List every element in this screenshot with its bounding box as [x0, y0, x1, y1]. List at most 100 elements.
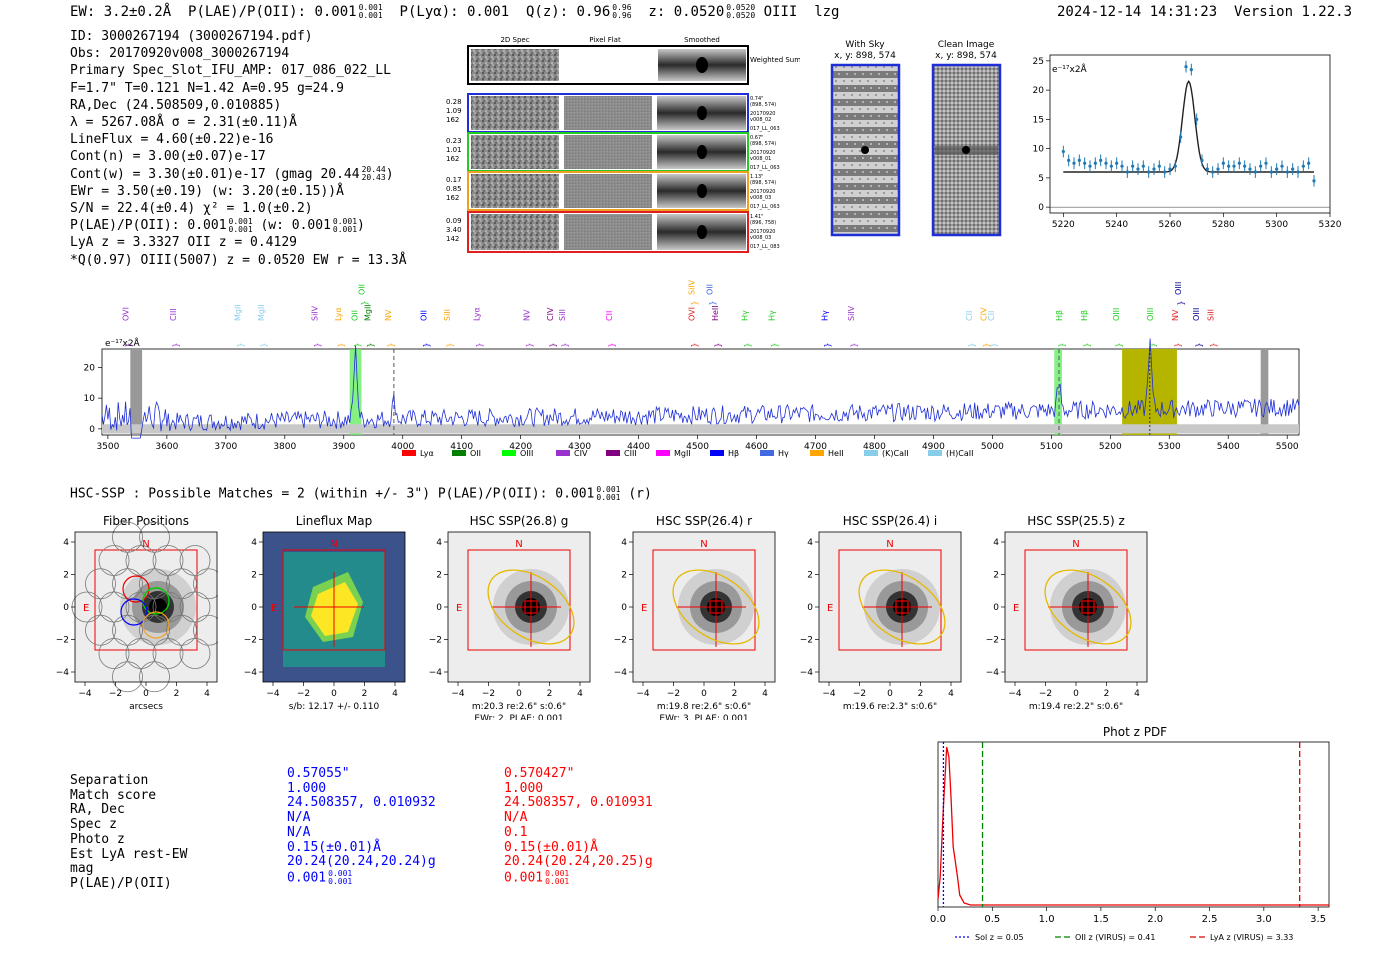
fiber-circle — [139, 661, 170, 693]
data-point — [1104, 161, 1108, 165]
center-square — [895, 600, 909, 614]
y-tick-label: −4 — [800, 668, 814, 678]
east-label: E — [271, 603, 277, 614]
aperture-box — [652, 549, 756, 651]
legend-label: (K)CaII — [882, 449, 909, 458]
north-label: N — [330, 539, 337, 550]
y-tick-label: 10 — [84, 394, 96, 404]
match-label: RA, Dec — [70, 802, 125, 818]
x-tick-label: 0 — [143, 689, 149, 699]
y-tick-label: 5 — [1038, 174, 1044, 184]
legend-swatch — [928, 450, 942, 456]
x-tick-label: 3500 — [96, 442, 119, 452]
line-label-bracket: { — [1083, 342, 1092, 347]
oiii-band — [1122, 349, 1177, 435]
x-tick-label: 4 — [948, 689, 954, 699]
fiber-circle — [125, 591, 157, 623]
y-tick-label: 0 — [621, 603, 627, 613]
data-point — [1291, 167, 1295, 171]
line-label: OII — [350, 310, 359, 321]
header-qz: Q(z): 0.96 — [525, 4, 611, 20]
y-tick-label: −2 — [614, 636, 627, 646]
line-label: SiII — [558, 309, 567, 321]
data-point — [1141, 164, 1145, 168]
x-tick-label: 0 — [887, 689, 893, 699]
x-tick-label: 0.5 — [984, 914, 1000, 925]
line-label: OIII — [1192, 308, 1201, 321]
fiber-circle — [139, 521, 170, 553]
x-tick-label: 0 — [331, 689, 337, 699]
data-point — [1195, 117, 1199, 121]
line-label-bracket: { — [549, 342, 558, 347]
legend-label: OII z (VIRUS) = 0.41 — [1075, 933, 1155, 942]
panel-title: HSC SSP(25.5) z — [1027, 514, 1125, 528]
line-label-bracket: { — [125, 342, 134, 347]
x-tick-label: 5260 — [1159, 220, 1182, 230]
x-tick-label: −2 — [109, 689, 122, 699]
fiber-circle — [125, 638, 157, 669]
fit-axes-frame — [1049, 54, 1331, 214]
svg-text:20170920: 20170920 — [750, 189, 775, 195]
y-tick-label: 0 — [993, 603, 999, 613]
weighted-sum-spec — [471, 49, 559, 81]
line-label-bracket: { — [313, 342, 322, 347]
panel-title: HSC SSP(26.4) r — [656, 514, 752, 528]
line-label-bracket: { — [714, 342, 723, 347]
line-label: OVI — [688, 307, 697, 321]
legend-swatch — [502, 450, 516, 456]
fiber-circle — [166, 614, 197, 646]
aperture-box — [282, 549, 386, 651]
weighted-sum-frame — [467, 45, 749, 85]
header-flag: lzg — [814, 4, 840, 20]
data-point — [1221, 161, 1225, 165]
line-label: OIII — [1112, 308, 1121, 321]
line-label: CII — [605, 311, 614, 321]
y-tick-label: 4 — [63, 538, 69, 548]
fiber-circle — [152, 591, 184, 623]
y-tick-label: −4 — [244, 668, 258, 678]
line-label-bracket: { — [337, 342, 346, 347]
col-title-2dspec: 2D Spec — [500, 36, 529, 44]
line-label: Hγ — [767, 310, 776, 321]
line-label-bracket: { — [1174, 342, 1183, 347]
x-tick-label: 2 — [918, 689, 924, 699]
svg-text:20170920: 20170920 — [750, 229, 775, 235]
photz-marks: 0.0 0.5 1.0 1.5 2.0 2.5 3.0 3.5 Sol z = 0.05 OII … — [930, 742, 1329, 942]
line-label-bracket: { — [983, 342, 992, 347]
x-tick-label: −4 — [1008, 689, 1022, 699]
panel-sub1: s/b: 12.17 +/- 0.110 — [289, 702, 380, 712]
panel-sub2: EWr: 2, PLAE: 0.001 — [474, 714, 563, 720]
data-point — [1152, 167, 1156, 171]
x-tick-label: 4 — [762, 689, 768, 699]
data-point — [1243, 164, 1247, 168]
y-tick-label: −2 — [244, 636, 257, 646]
line-label: SiII — [1207, 309, 1216, 321]
data-point — [1163, 170, 1167, 174]
info-ewr: EWr = 3.50(±0.19) (w: 3.20(±0.15))Å — [70, 183, 344, 199]
svg-text:1.13": 1.13" — [750, 174, 763, 180]
info-lya: LyA z = 3.3327 OII z = 0.4129 — [70, 235, 297, 251]
top-line-label-bracket: { — [1177, 300, 1186, 305]
line-label: OVI — [122, 307, 131, 321]
data-point — [1248, 167, 1252, 171]
line-label-bracket: { — [172, 342, 181, 347]
line-label: CIV — [546, 307, 555, 321]
spectrum-line — [101, 338, 1300, 439]
svg-text:20170920: 20170920 — [750, 111, 775, 117]
match-label: mag — [70, 861, 94, 877]
north-label: N — [700, 539, 707, 550]
x-tick-label: −2 — [667, 689, 680, 699]
x-tick-label: 3.5 — [1310, 914, 1326, 925]
line-label-bracket: { — [608, 342, 617, 347]
line-label: MgII — [257, 304, 266, 321]
x-tick-label: 2.5 — [1202, 914, 1218, 925]
header-ew: EW: 3.2±0.2Å — [70, 4, 172, 20]
panel-title: Lineflux Map — [296, 514, 372, 528]
masked-region — [1260, 349, 1269, 435]
info-q: *Q(0.97) OIII(5007) z = 0.0520 EW r = 13… — [70, 252, 407, 268]
top-line-label: OII — [357, 284, 366, 295]
top-line-label: OIII — [1174, 282, 1183, 295]
row-spec — [471, 135, 559, 169]
